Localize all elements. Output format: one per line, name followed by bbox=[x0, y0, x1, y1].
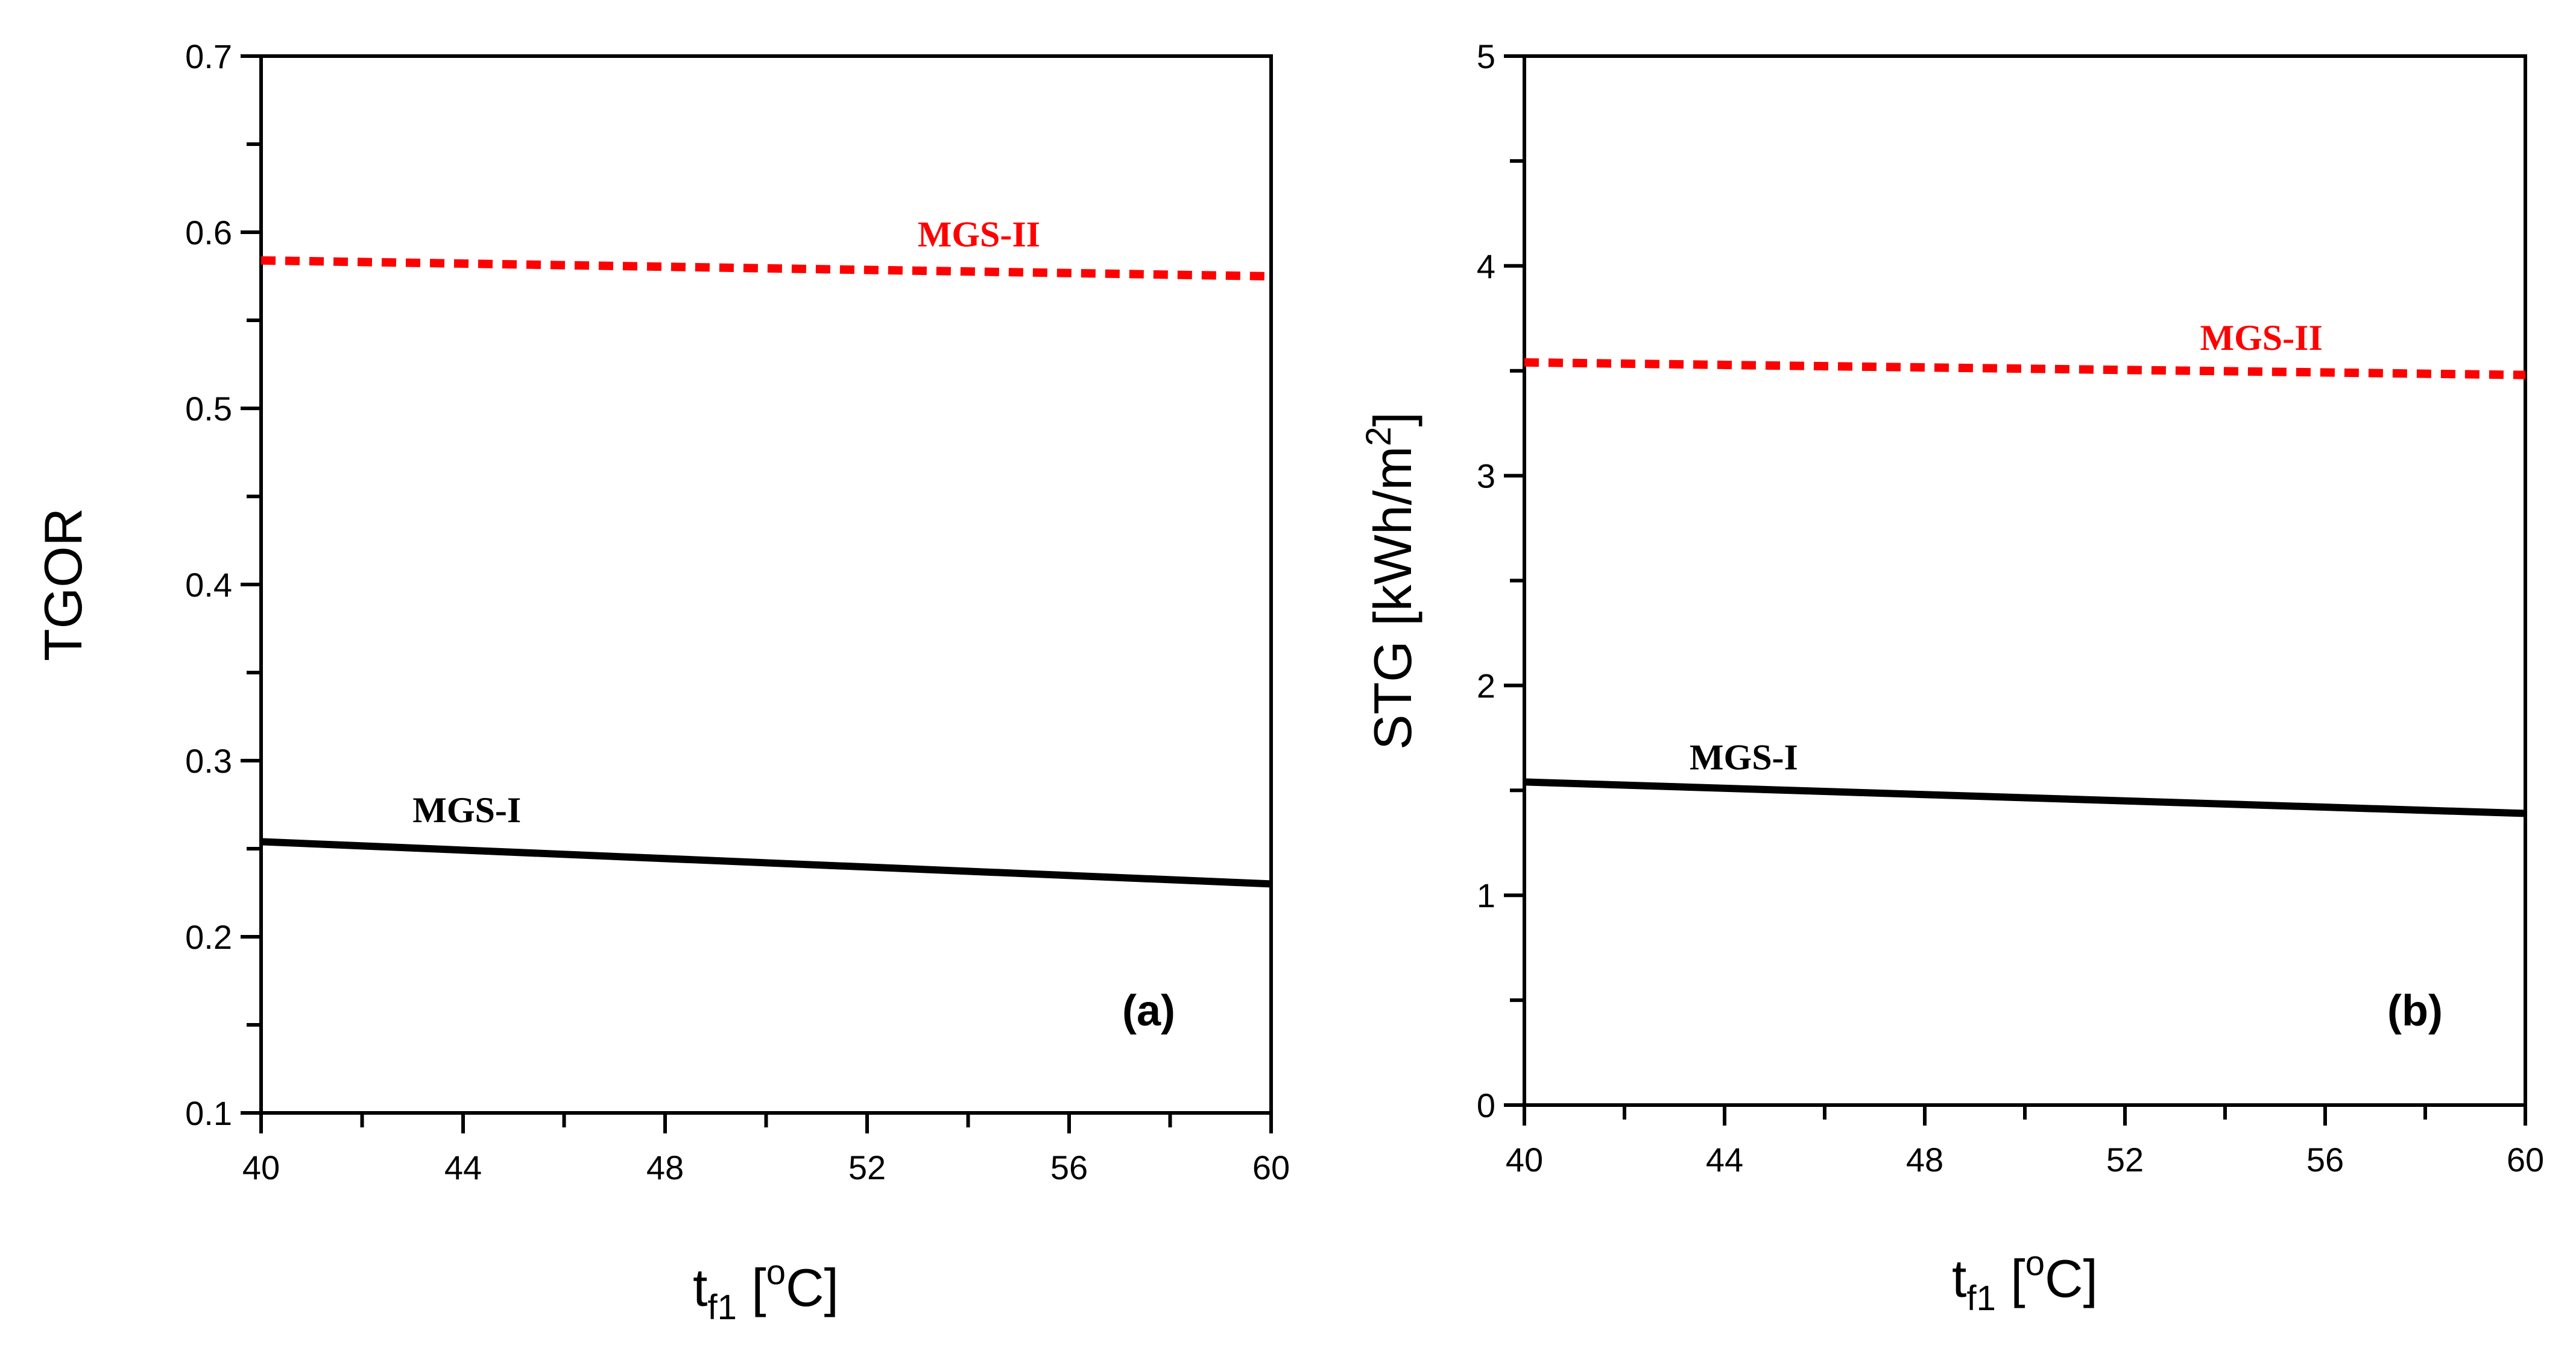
x-tick-label: 60 bbox=[1252, 1148, 1290, 1186]
x-tick-label: 48 bbox=[646, 1148, 684, 1186]
y-tick-label: 1 bbox=[1477, 876, 1495, 914]
series-line-mgs-i bbox=[1524, 778, 2526, 817]
x-tick-label: 56 bbox=[2306, 1141, 2344, 1179]
y-tick-label: 0 bbox=[1477, 1086, 1495, 1124]
x-tick-label: 48 bbox=[1906, 1141, 1943, 1179]
chart-panel-b: 40 44 48 52 56 60 0 1 2 3 4 5 MGS-I MGS-II (b) tf1 [oC]… bbox=[1359, 37, 2544, 1318]
series-label-mgs-i: MGS-I bbox=[412, 790, 521, 830]
y-axis-title: STG [kWh/m2] bbox=[1359, 412, 1422, 750]
series-label-mgs-i: MGS-I bbox=[1690, 738, 1798, 778]
x-tick-label: 44 bbox=[1706, 1141, 1743, 1179]
y-axis-title: TGOR bbox=[33, 508, 93, 661]
y-tick-label: 4 bbox=[1477, 247, 1495, 285]
x-axis-title: tf1 [oC] bbox=[693, 1253, 839, 1327]
y-tick-label: 5 bbox=[1477, 37, 1495, 75]
y-tick-label: 0.1 bbox=[185, 1094, 232, 1132]
y-tick-label: 2 bbox=[1477, 667, 1495, 705]
x-tick-label: 52 bbox=[2106, 1141, 2144, 1179]
x-tick-label: 40 bbox=[1506, 1141, 1543, 1179]
chart-panel-a: 40 44 48 52 56 60 0.1 0.2 0.3 0.4 0.5 0.6 0.7 MGS-I MG… bbox=[33, 37, 1290, 1327]
series-label-mgs-ii: MGS-II bbox=[918, 214, 1040, 254]
y-tick-label: 0.3 bbox=[185, 742, 232, 780]
y-tick-label: 0.7 bbox=[185, 37, 232, 75]
y-tick-label: 0.5 bbox=[185, 390, 232, 428]
y-tick-label: 0.6 bbox=[185, 214, 232, 252]
series-line-mgs-i bbox=[260, 838, 1272, 888]
y-tick-label: 0.4 bbox=[185, 566, 232, 604]
x-tick-label: 52 bbox=[848, 1148, 886, 1186]
y-tick-label: 0.2 bbox=[185, 918, 232, 956]
panel-label: (a) bbox=[1122, 987, 1175, 1035]
x-tick-label: 40 bbox=[242, 1148, 280, 1186]
y-tick-label: 3 bbox=[1477, 457, 1495, 495]
series-label-mgs-ii: MGS-II bbox=[2200, 318, 2323, 358]
x-tick-label: 44 bbox=[444, 1148, 482, 1186]
panel-label: (b) bbox=[2387, 987, 2443, 1035]
x-tick-label: 60 bbox=[2507, 1141, 2544, 1179]
x-axis-title: tf1 [oC] bbox=[1952, 1244, 2098, 1318]
series-line-mgs-ii bbox=[1524, 358, 2526, 379]
x-tick-label: 56 bbox=[1050, 1148, 1088, 1186]
